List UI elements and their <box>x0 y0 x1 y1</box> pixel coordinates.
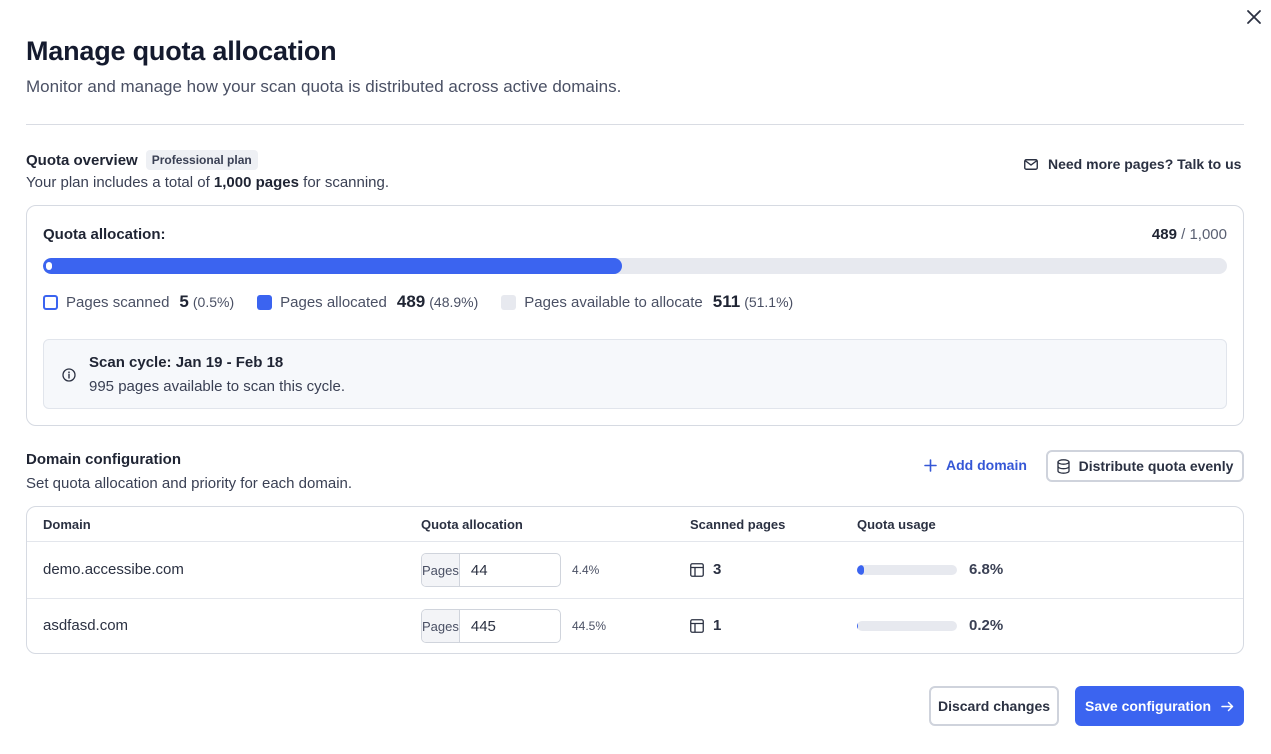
quota-allocation-total: 489 / 1,000 <box>1152 226 1227 243</box>
quota-usage-bar <box>857 565 957 575</box>
quota-separator: / <box>1176 226 1190 243</box>
quota-usage-bar <box>857 621 957 631</box>
scanned-pages-cell: 1 <box>690 617 721 634</box>
column-header-scanned-pages: Scanned pages <box>690 517 786 532</box>
talk-to-us-label: Need more pages? Talk to us <box>1048 156 1242 172</box>
page-layout-icon <box>690 618 704 633</box>
info-icon <box>62 368 76 382</box>
distribute-quota-label: Distribute quota evenly <box>1078 458 1234 474</box>
pages-prefix: Pages <box>422 610 460 642</box>
quota-allocation-pct: 44.5% <box>572 619 607 633</box>
overview-desc-prefix: Your plan includes a total of <box>26 174 214 191</box>
database-icon <box>1056 458 1070 474</box>
legend-available-pct: (51.1%) <box>744 294 794 310</box>
column-header-quota-allocation: Quota allocation <box>421 517 523 532</box>
domain-name: demo.accessibe.com <box>43 561 184 578</box>
quota-overview-description: Your plan includes a total of 1,000 page… <box>26 174 389 191</box>
plan-badge: Professional plan <box>145 150 258 170</box>
quota-progress-bar <box>43 258 1227 274</box>
legend-scanned: Pages scanned 5 (0.5%) <box>43 292 234 312</box>
talk-to-us-link[interactable]: Need more pages? Talk to us <box>1024 156 1241 172</box>
legend-available-value: 511 <box>712 292 741 311</box>
overview-desc-total: 1,000 pages <box>213 174 299 191</box>
row-divider <box>27 541 1243 542</box>
legend-scanned-pct: (0.5%) <box>192 294 235 310</box>
page-subtitle: Monitor and manage how your scan quota i… <box>26 77 622 96</box>
legend-available: Pages available to allocate 511 (51.1%) <box>501 292 793 312</box>
arrow-right-icon <box>1221 701 1234 711</box>
add-domain-button[interactable]: Add domain <box>924 457 1027 473</box>
page-title: Manage quota allocation <box>26 36 337 66</box>
legend-allocated-swatch <box>257 294 273 310</box>
overview-desc-suffix: for scanning. <box>298 174 390 191</box>
close-icon <box>1247 10 1261 24</box>
quota-allocation-card: Quota allocation: 489 / 1,000 Pages scan… <box>26 205 1244 426</box>
quota-usage-pct: 6.8% <box>969 561 1004 578</box>
legend-scanned-label: Pages scanned <box>66 293 170 311</box>
legend-scanned-value: 5 <box>179 292 189 311</box>
pages-prefix: Pages <box>422 554 460 586</box>
quota-allocation-pct: 4.4% <box>572 563 600 577</box>
scan-cycle-notice: Scan cycle: Jan 19 - Feb 18 995 pages av… <box>43 339 1227 409</box>
discard-changes-label: Discard changes <box>937 698 1051 714</box>
mail-icon <box>1024 158 1038 170</box>
quota-total-value: 1,000 <box>1189 226 1227 243</box>
legend-available-swatch <box>501 294 517 310</box>
scan-cycle-title: Scan cycle: Jan 19 - Feb 18 <box>89 354 284 371</box>
quota-input-group: Pages <box>421 609 561 643</box>
scanned-pages-value: 1 <box>713 617 722 634</box>
scanned-pages-value: 3 <box>713 561 722 578</box>
domain-configuration-title: Domain configuration <box>26 451 181 468</box>
row-divider <box>27 598 1243 599</box>
page-layout-icon <box>690 562 704 577</box>
table-row: asdfasd.com Pages 44.5% 1 0.2% <box>27 598 1243 653</box>
legend-allocated-pct: (48.9%) <box>429 294 479 310</box>
legend-allocated-label: Pages allocated <box>280 293 387 311</box>
plus-icon <box>924 458 937 472</box>
domain-configuration-description: Set quota allocation and priority for ea… <box>26 475 353 492</box>
column-header-domain: Domain <box>43 517 91 532</box>
legend-available-label: Pages available to allocate <box>524 293 703 311</box>
scanned-pages-cell: 3 <box>690 561 721 578</box>
save-configuration-label: Save configuration <box>1084 698 1212 714</box>
quota-pages-input[interactable] <box>459 610 560 642</box>
column-header-quota-usage: Quota usage <box>857 517 936 532</box>
quota-used-value: 489 <box>1151 226 1177 243</box>
quota-usage-fill <box>857 621 858 631</box>
legend-scanned-swatch <box>43 294 58 310</box>
legend-allocated: Pages allocated 489 (48.9%) <box>257 292 478 312</box>
legend-allocated-value: 489 <box>396 292 426 311</box>
add-domain-label: Add domain <box>946 457 1027 473</box>
quota-overview-heading: Quota overview Professional plan <box>26 150 258 170</box>
scan-cycle-description: 995 pages available to scan this cycle. <box>89 378 345 395</box>
domain-name: asdfasd.com <box>43 617 129 634</box>
progress-scanned-fill <box>46 262 52 270</box>
discard-changes-button[interactable]: Discard changes <box>929 686 1059 726</box>
distribute-quota-button[interactable]: Distribute quota evenly <box>1046 450 1244 482</box>
quota-allocation-label: Quota allocation: <box>43 226 166 243</box>
quota-usage-fill <box>857 565 864 575</box>
quota-overview-title: Quota overview <box>26 151 138 169</box>
close-button[interactable] <box>1243 6 1265 28</box>
quota-usage-pct: 0.2% <box>969 617 1004 634</box>
domain-table: Domain Quota allocation Scanned pages Qu… <box>26 506 1244 654</box>
header-divider <box>26 124 1244 125</box>
quota-input-group: Pages <box>421 553 561 587</box>
progress-allocated-fill <box>43 258 622 274</box>
quota-pages-input[interactable] <box>459 554 560 586</box>
quota-legend: Pages scanned 5 (0.5%) Pages allocated 4… <box>43 292 793 312</box>
table-row: demo.accessibe.com Pages 4.4% 3 6.8% <box>27 542 1243 598</box>
save-configuration-button[interactable]: Save configuration <box>1075 686 1244 726</box>
